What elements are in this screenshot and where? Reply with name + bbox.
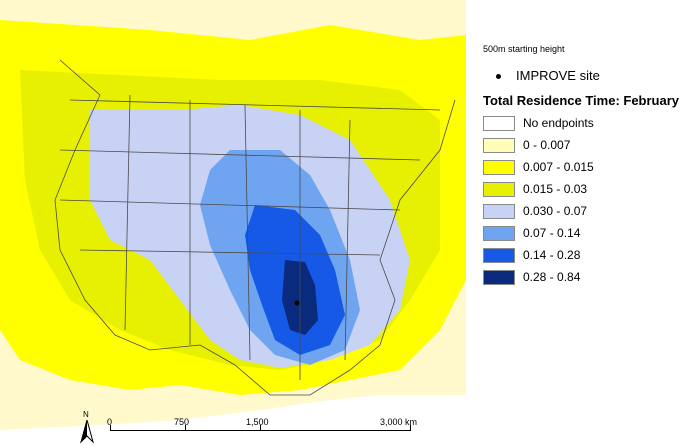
boundary-lines bbox=[54, 59, 456, 396]
residence-time-map[interactable] bbox=[0, 0, 466, 446]
legend-label: 0.28 - 0.84 bbox=[523, 270, 581, 284]
map-panel[interactable]: N 0 750 1,500 3,000 km bbox=[0, 0, 466, 446]
scale-label: 3,000 km bbox=[380, 417, 418, 427]
legend-label: 0.030 - 0.07 bbox=[523, 204, 588, 218]
legend-subtitle: 500m starting height bbox=[483, 44, 565, 54]
north-arrow-icon bbox=[80, 420, 94, 444]
scale-label: 0 bbox=[107, 417, 113, 427]
legend-label: 0.14 - 0.28 bbox=[523, 248, 581, 262]
legend-title: Total Residence Time: February bbox=[483, 93, 680, 108]
scale-tick bbox=[110, 425, 111, 431]
north-arrow: N bbox=[80, 410, 94, 444]
scale-label: 1,500 bbox=[246, 417, 269, 427]
legend-swatch bbox=[483, 116, 515, 131]
site-dot-icon bbox=[496, 74, 501, 79]
legend-swatch bbox=[483, 160, 515, 175]
scale-tick bbox=[410, 425, 411, 431]
legend-label: 0.015 - 0.03 bbox=[523, 182, 588, 196]
site-legend-label: IMPROVE site bbox=[516, 68, 600, 83]
legend-swatch bbox=[483, 248, 515, 263]
north-label: N bbox=[83, 410, 89, 419]
legend-swatch bbox=[483, 138, 515, 153]
legend-swatch bbox=[483, 270, 515, 285]
scale-tick bbox=[185, 425, 186, 431]
legend-swatch bbox=[483, 182, 515, 197]
legend-label: 0 - 0.007 bbox=[523, 138, 571, 152]
legend-label: 0.07 - 0.14 bbox=[523, 226, 581, 240]
scale-label: 750 bbox=[174, 417, 190, 427]
scale-tick bbox=[260, 425, 261, 431]
legend-swatch bbox=[483, 204, 515, 219]
legend-panel: 500m starting height IMPROVE site Total … bbox=[466, 0, 690, 446]
legend-swatch bbox=[483, 226, 515, 241]
improve-site-marker[interactable] bbox=[294, 300, 300, 306]
scale-bar: 0 750 1,500 3,000 km bbox=[80, 404, 460, 444]
legend-label: 0.007 - 0.015 bbox=[523, 160, 594, 174]
legend-label: No endpoints bbox=[523, 116, 594, 130]
